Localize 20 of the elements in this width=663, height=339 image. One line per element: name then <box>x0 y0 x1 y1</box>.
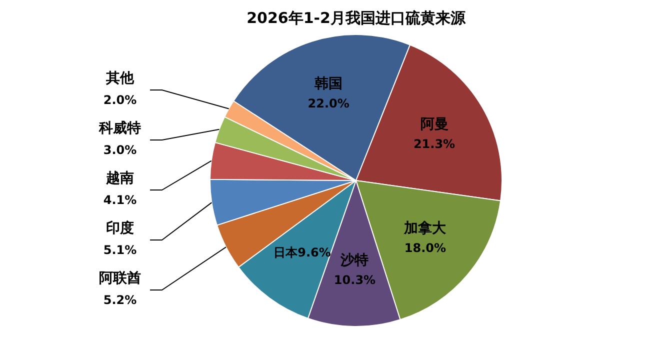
slice-label: 印度 <box>106 220 134 237</box>
data-label: 4.1% <box>103 193 137 208</box>
slice-label: 日本9.6% <box>274 245 331 260</box>
data-label: 5.1% <box>103 243 137 258</box>
data-label: 3.0% <box>103 143 137 158</box>
data-label: 10.3% <box>334 273 376 288</box>
slice-label: 加拿大 <box>403 220 448 237</box>
data-label: 22.0% <box>308 96 350 110</box>
slice-label: 科威特 <box>98 120 141 137</box>
slice-label: 其他 <box>105 70 135 87</box>
slice-label: 韩国 <box>314 76 343 92</box>
slice-label: 阿联酋 <box>99 270 141 287</box>
data-label: 18.0% <box>404 241 446 255</box>
slice-label: 沙特 <box>340 252 369 269</box>
data-label: 5.2% <box>103 293 137 308</box>
data-label: 21.3% <box>413 137 456 152</box>
chart-title: 2026年1-2月我国进口硫黄来源 <box>246 8 466 27</box>
data-label: 2.0% <box>103 93 137 108</box>
slice-label: 阿曼 <box>420 116 448 133</box>
slice-label: 越南 <box>105 170 134 187</box>
